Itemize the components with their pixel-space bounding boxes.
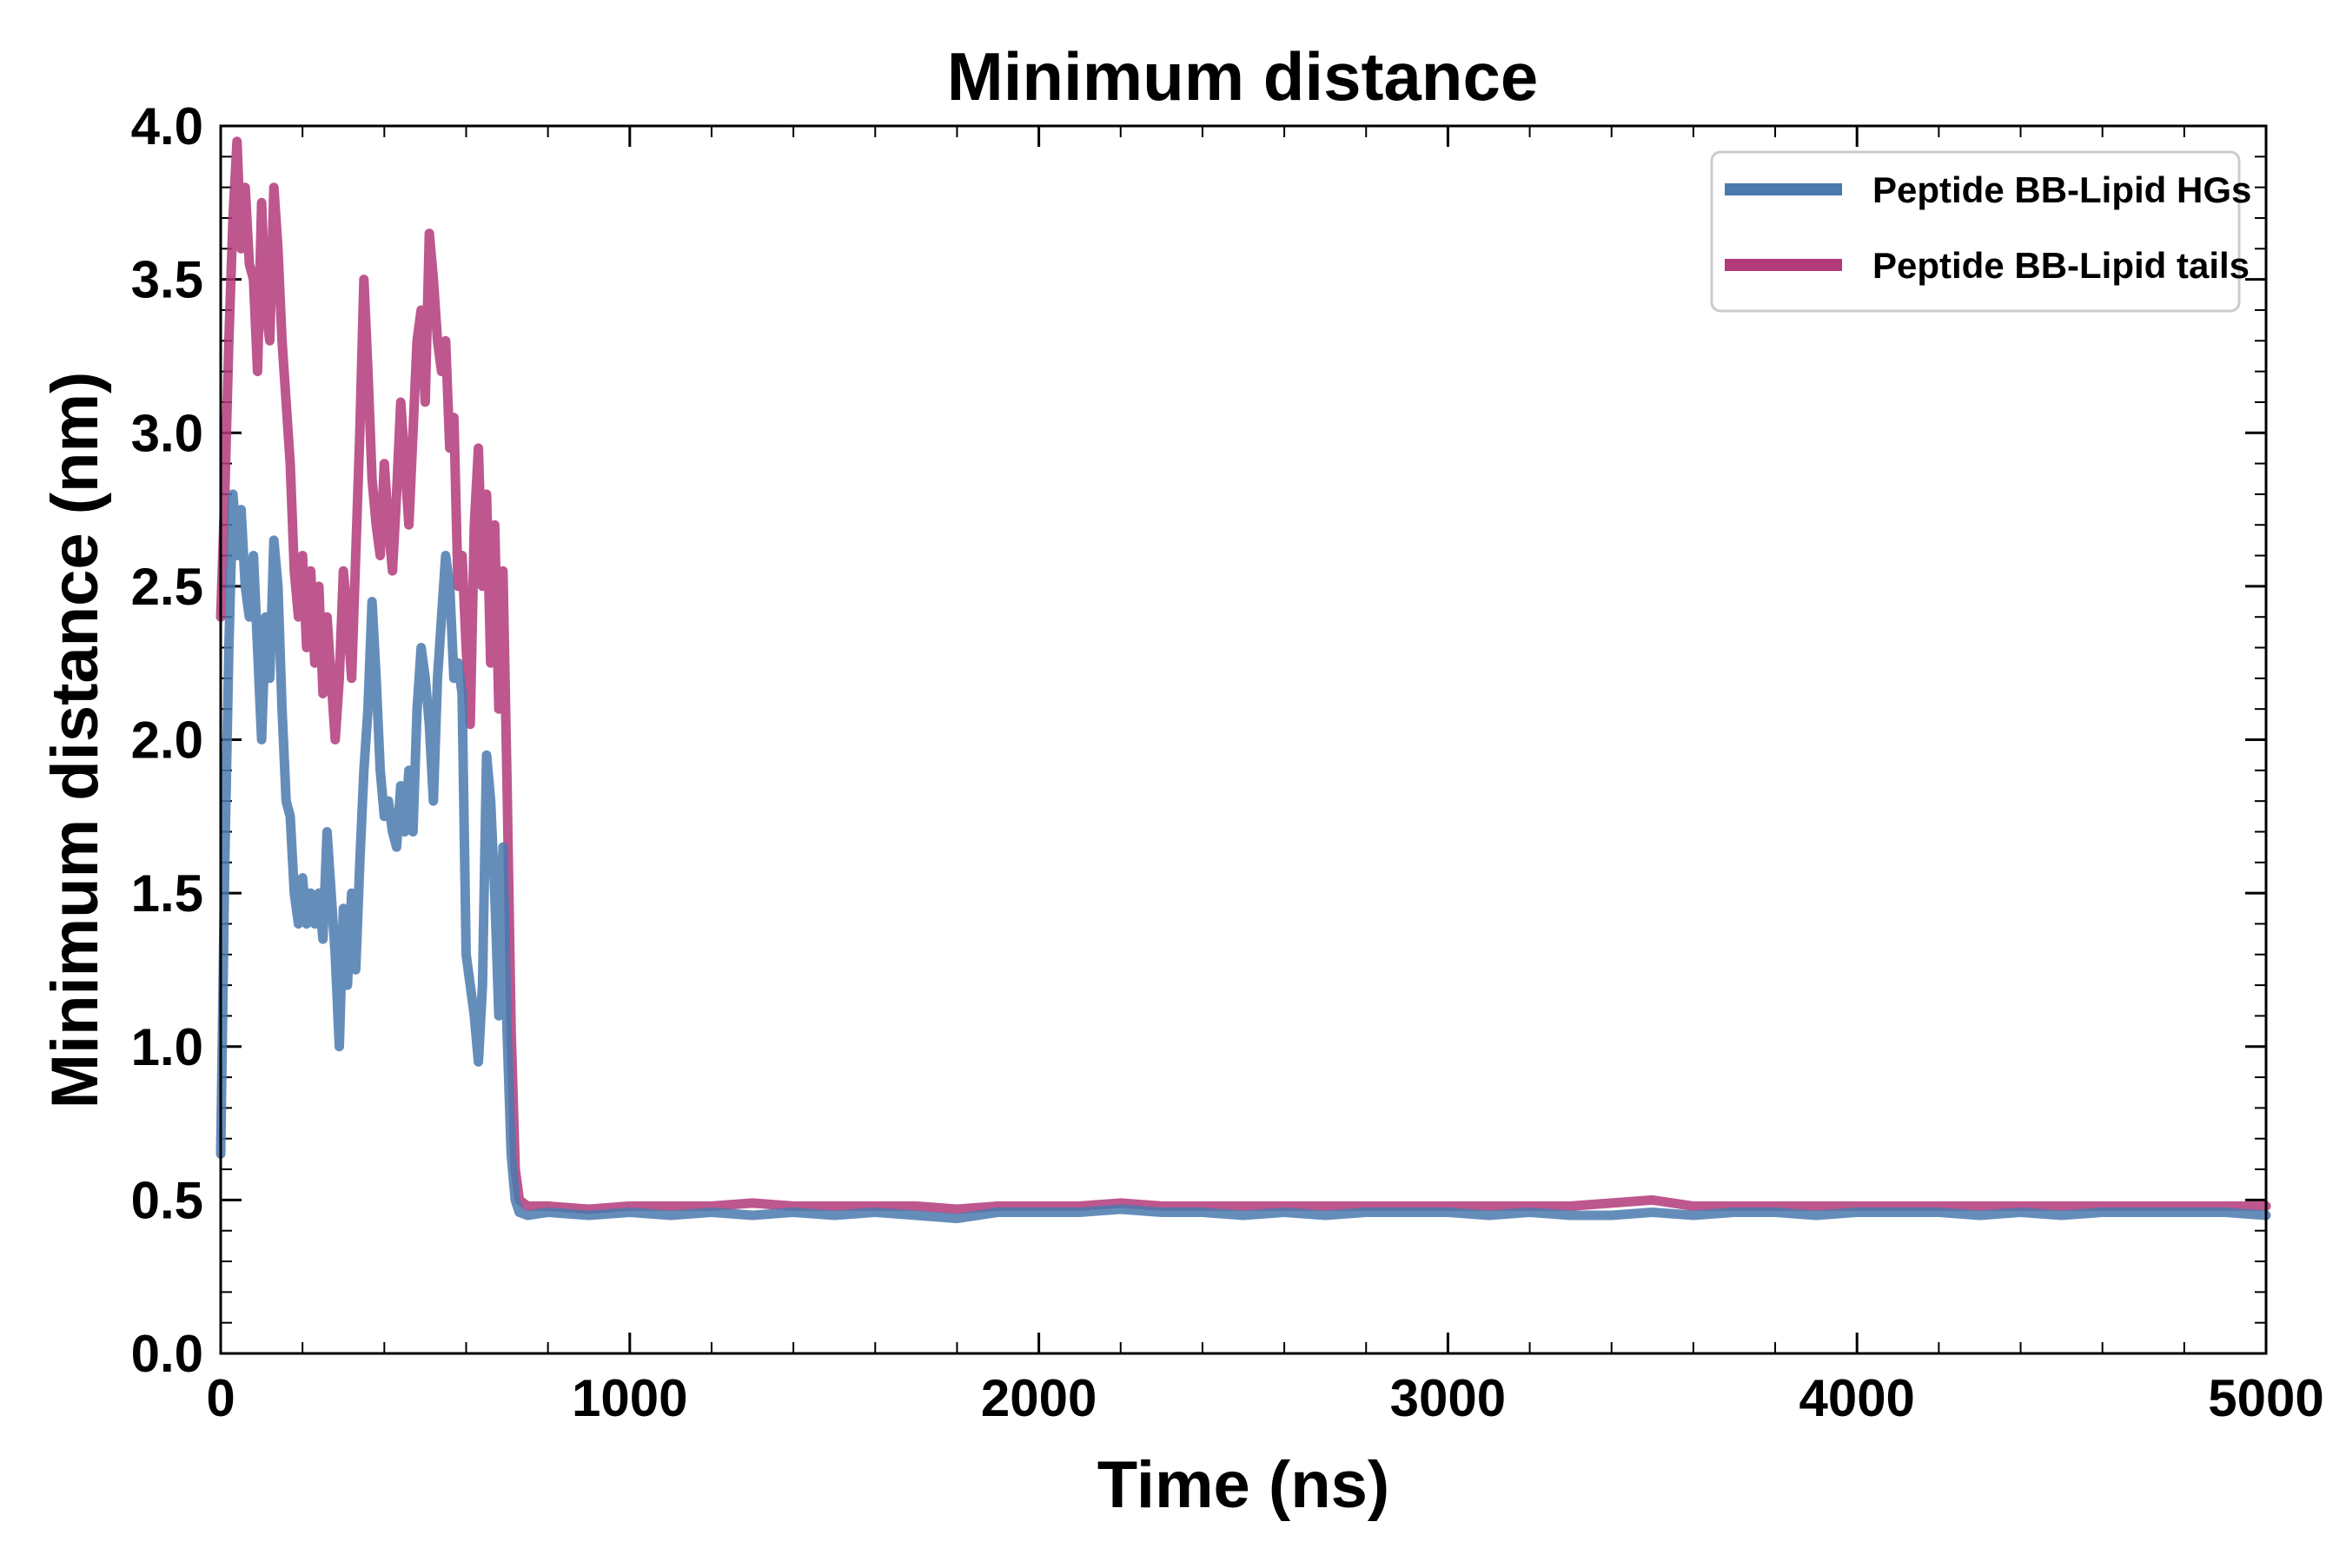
y-tick-label: 2.0: [131, 711, 203, 770]
legend-box: [1710, 150, 2241, 313]
y-tick-label: 1.5: [131, 864, 203, 923]
y-tick-label: 4.0: [131, 97, 203, 155]
y-tick-label: 0.5: [131, 1171, 203, 1229]
x-tick-label: 3000: [1390, 1369, 1506, 1427]
plot-area-frame: [219, 124, 2268, 1355]
x-tick-label: 1000: [572, 1369, 687, 1427]
y-tick-label: 2.5: [131, 558, 203, 616]
legend-label-tails: Peptide BB-Lipid tails: [1872, 245, 2250, 286]
series-layer: [215, 136, 2271, 1224]
y-tick-label: 1.0: [131, 1018, 203, 1076]
series-line-lipid-tails: [215, 136, 2271, 1214]
x-axis-label: Time (ns): [1097, 1448, 1389, 1522]
legend-label-hgs: Peptide BB-Lipid HGs: [1872, 169, 2251, 210]
y-tick-label: 3.5: [131, 251, 203, 309]
x-tick-label: 4000: [1799, 1369, 1914, 1427]
ticks-layer: 0 1000 2000 3000 4000 5000 0.0 0.5 1.0 1.5 2.0 2.5 3…: [131, 97, 2324, 1427]
x-tick-label: 2000: [981, 1369, 1097, 1427]
y-tick-label: 0.0: [131, 1325, 203, 1383]
legend: Peptide BB-Lipid HGs Peptide BB-Lipid ta…: [1710, 150, 2251, 313]
chart-title: Minimum distance: [947, 38, 1538, 115]
y-axis-label: Minimum distance (nm): [38, 372, 112, 1109]
y-tick-label: 3.0: [131, 404, 203, 462]
x-tick-label: 0: [206, 1369, 235, 1427]
x-tick-label: 5000: [2208, 1369, 2323, 1427]
series-line-lipid-hgs: [215, 489, 2271, 1224]
